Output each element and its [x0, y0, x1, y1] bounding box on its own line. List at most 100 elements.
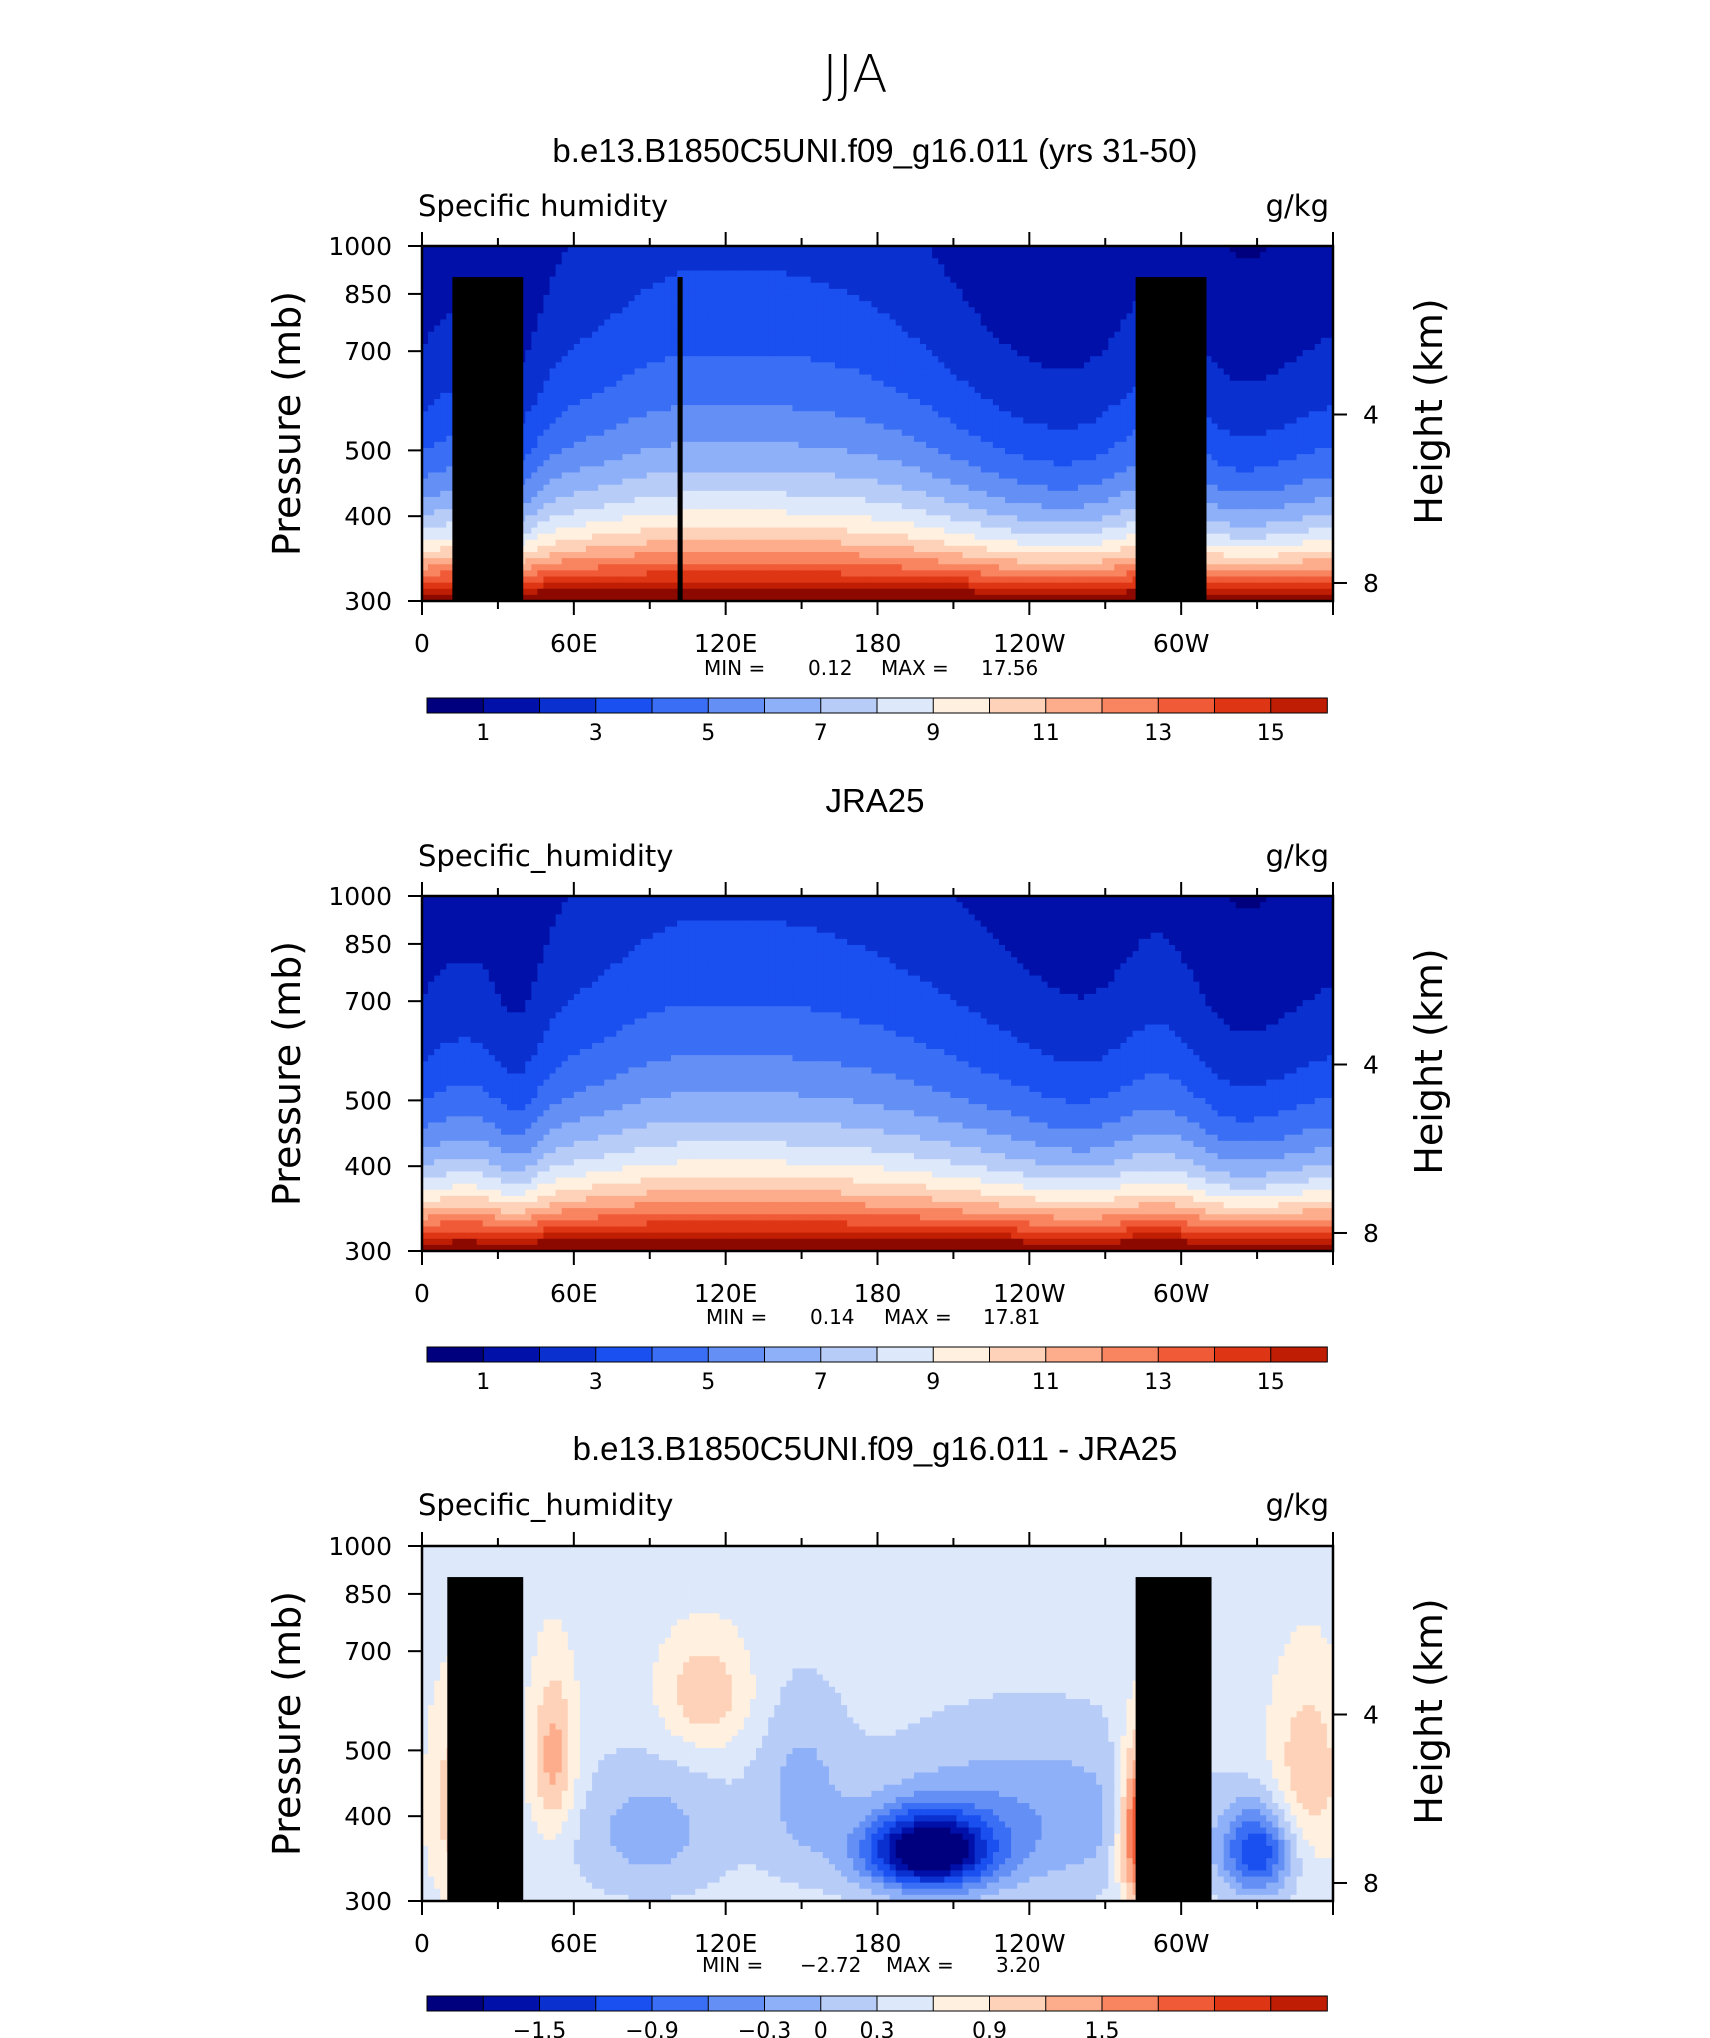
contour-cell — [834, 423, 842, 431]
contour-cell — [804, 423, 812, 431]
contour-cell — [932, 411, 939, 418]
contour-cell — [671, 447, 678, 455]
contour-cell — [531, 411, 538, 418]
contour-cell — [725, 270, 733, 278]
contour-cell — [944, 423, 951, 431]
contour-cell — [1071, 264, 1079, 272]
contour-cell — [816, 435, 824, 443]
contour-cell — [847, 325, 854, 333]
contour-cell — [1247, 399, 1255, 406]
contour-cell — [780, 374, 787, 382]
contour-cell — [743, 399, 751, 406]
contour-cell — [1314, 356, 1322, 363]
contour-cell — [834, 399, 842, 406]
contour-cell — [786, 246, 794, 253]
contour-cell — [780, 337, 787, 345]
contour-cell — [1083, 417, 1091, 425]
contour-cell — [1011, 282, 1018, 290]
contour-cell — [664, 441, 672, 449]
contour-cell — [1077, 411, 1085, 418]
contour-cell — [731, 368, 739, 376]
contour-cell — [513, 246, 520, 253]
contour-cell — [1156, 258, 1164, 265]
contour-cell — [901, 441, 909, 449]
contour-cell — [998, 325, 1006, 333]
contour-cell — [859, 337, 866, 345]
contour-cell — [1217, 313, 1225, 321]
contour-cell — [889, 386, 897, 394]
contour-cell — [1120, 264, 1128, 272]
contour-cell — [822, 411, 830, 418]
contour-cell — [1290, 270, 1298, 278]
contour-cell — [1071, 307, 1079, 314]
contour-cell — [1090, 350, 1097, 357]
contour-cell — [585, 386, 593, 394]
contour-cell — [859, 313, 866, 321]
contour-cell — [980, 435, 988, 443]
contour-cell — [1199, 264, 1207, 272]
contour-cell — [598, 356, 605, 363]
contour-cell — [737, 301, 745, 308]
contour-cell — [1035, 392, 1043, 400]
contour-cell — [440, 337, 447, 345]
contour-cell — [883, 270, 891, 278]
contour-cell — [1071, 392, 1079, 400]
contour-cell — [804, 392, 812, 400]
contour-cell — [1296, 441, 1304, 449]
contour-cell — [646, 350, 654, 357]
contour-cell — [834, 368, 842, 376]
contour-cell — [956, 429, 964, 437]
contour-cell — [913, 356, 921, 363]
contour-cell — [579, 319, 587, 327]
contour-cell — [531, 429, 538, 437]
contour-cell — [1083, 429, 1091, 437]
contour-cell — [519, 258, 526, 265]
contour-cell — [652, 417, 660, 425]
contour-cell — [713, 368, 721, 376]
contour-cell — [531, 301, 538, 308]
contour-cell — [434, 423, 441, 431]
contour-cell — [585, 417, 593, 425]
contour-cell — [1059, 429, 1067, 437]
contour-cell — [677, 246, 684, 253]
contour-cell — [1041, 325, 1049, 333]
contour-cell — [968, 405, 976, 412]
contour-cell — [938, 405, 945, 412]
contour-cell — [573, 386, 581, 394]
contour-cell — [561, 270, 569, 278]
contour-cell — [792, 435, 800, 443]
contour-cell — [1035, 276, 1043, 284]
contour-cell — [1035, 368, 1043, 376]
contour-cell — [938, 392, 945, 400]
contour-cell — [798, 264, 806, 272]
contour-cell — [622, 264, 630, 272]
contour-cell — [567, 441, 575, 449]
contour-cell — [561, 307, 569, 314]
contour-cell — [1059, 386, 1067, 394]
contour-cell — [1235, 337, 1243, 345]
contour-cell — [1011, 319, 1018, 327]
contour-cell — [525, 356, 532, 363]
contour-cell — [482, 264, 490, 272]
contour-cell — [743, 288, 751, 296]
contour-cell — [1059, 411, 1067, 418]
contour-cell — [422, 337, 429, 345]
contour-cell — [610, 447, 617, 455]
contour-cell — [841, 264, 848, 272]
contour-cell — [1126, 288, 1134, 296]
contour-cell — [762, 392, 769, 400]
contour-cell — [664, 362, 672, 370]
contour-cell — [1229, 411, 1237, 418]
contour-cell — [865, 252, 873, 259]
contour-cell — [1102, 264, 1109, 272]
contour-cell — [841, 246, 848, 253]
contour-cell — [828, 313, 836, 321]
contour-cell — [604, 356, 611, 363]
contour-cell — [1254, 411, 1261, 418]
contour-cell — [1023, 343, 1030, 351]
contour-cell — [713, 252, 721, 259]
contour-cell — [579, 435, 587, 443]
contour-cell — [567, 264, 575, 272]
contour-cell — [446, 429, 453, 437]
contour-cell — [1132, 252, 1140, 259]
